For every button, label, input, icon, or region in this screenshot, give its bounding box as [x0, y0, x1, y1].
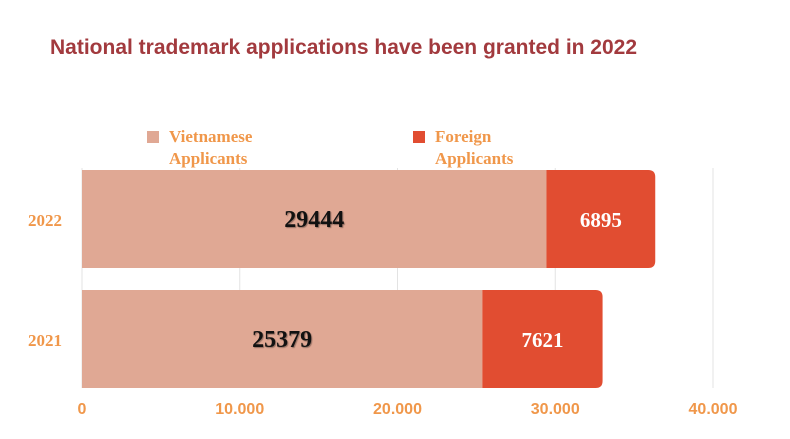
data-label-2021-foreign: 7621: [521, 328, 563, 352]
data-label-2022-vietnamese: 29444: [284, 207, 344, 233]
x-tick-label-1: 10.000: [215, 401, 264, 418]
data-label-2021-vietnamese: 25379: [252, 327, 312, 353]
chart-title: National trademark applications have bee…: [50, 36, 638, 59]
bar-2022-foreign: [546, 170, 656, 268]
legend-item-foreign: Foreign Applicants: [413, 126, 555, 170]
category-label-2021: 2021: [28, 331, 62, 350]
x-tick-label-0: 0: [78, 401, 87, 418]
x-tick-label-4: 40.000: [689, 401, 738, 418]
x-tick-label-2: 20.000: [373, 401, 422, 418]
bar-2021-foreign: [482, 290, 603, 388]
bar-2022-vietnamese: [82, 170, 547, 268]
legend-label-vietnamese: Vietnamese Applicants: [169, 127, 253, 168]
data-label-2022-foreign: 6895: [580, 208, 622, 232]
legend-swatch-vietnamese: [147, 131, 159, 143]
legend-item-vietnamese: Vietnamese Applicants: [147, 126, 289, 170]
legend-swatch-foreign: [413, 131, 425, 143]
category-label-2022: 2022: [28, 211, 62, 230]
legend-label-foreign: Foreign Applicants: [435, 127, 514, 168]
bar-2021-vietnamese: [82, 290, 483, 388]
x-tick-label-3: 30.000: [531, 401, 580, 418]
